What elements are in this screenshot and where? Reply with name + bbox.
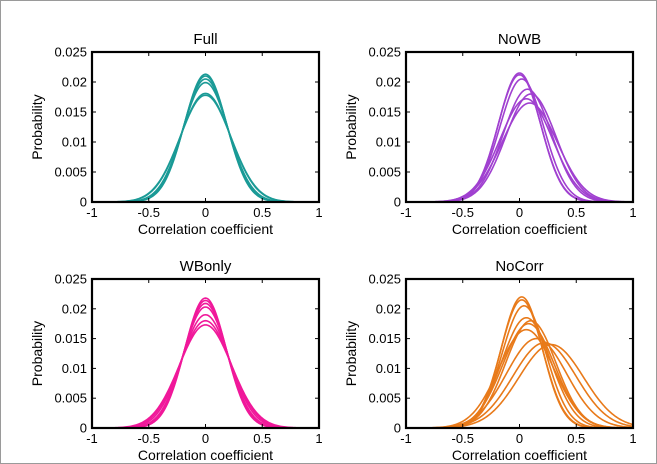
x-tick-label: -1	[86, 205, 98, 220]
series-line-3	[92, 78, 319, 202]
y-tick-label: 0.015	[368, 105, 401, 120]
panel-nocorr	[404, 277, 635, 430]
curves	[92, 73, 319, 202]
y-tick-label: 0.015	[54, 105, 87, 120]
x-tick-label: 0	[516, 205, 523, 220]
x-tick-label: -1	[400, 431, 412, 446]
panel-title: WBonly	[180, 258, 232, 275]
series-line-5	[92, 313, 319, 428]
x-tick-label: 0.5	[253, 205, 271, 220]
y-axis-label: Probability	[343, 94, 359, 159]
axes-box	[90, 277, 321, 430]
y-tick-label: 0	[80, 421, 87, 436]
y-tick-label: 0.01	[62, 135, 87, 150]
series-line-4	[406, 316, 633, 428]
panel-wbonly	[90, 277, 321, 430]
series-line-6	[406, 98, 633, 202]
curves	[406, 72, 633, 202]
x-tick-label: -0.5	[452, 205, 474, 220]
series-line-3	[406, 78, 633, 202]
x-tick-label: -0.5	[138, 205, 160, 220]
y-tick-label: 0.025	[54, 45, 87, 60]
series-line-7	[92, 324, 319, 428]
x-axis-label: Correlation coefficient	[138, 221, 273, 237]
x-tick-label: 0.5	[253, 431, 271, 446]
x-tick-label: -0.5	[452, 431, 474, 446]
y-tick-label: 0.01	[376, 135, 401, 150]
y-tick-label: 0.005	[368, 165, 401, 180]
y-tick-label: 0.005	[54, 391, 87, 406]
x-axis-label: Correlation coefficient	[138, 447, 273, 463]
panel-title: Full	[193, 31, 217, 48]
x-tick-label: 1	[315, 431, 322, 446]
x-axis-label: Correlation coefficient	[452, 447, 587, 463]
y-tick-label: 0.025	[368, 45, 401, 60]
y-tick-label: 0.02	[376, 75, 401, 90]
series-line-1	[406, 72, 633, 202]
y-tick-label: 0	[394, 195, 401, 210]
series-line-7	[406, 328, 633, 428]
x-tick-label: -1	[400, 205, 412, 220]
series-line-8	[406, 337, 633, 428]
y-tick-label: 0.005	[54, 165, 87, 180]
x-tick-label: 0.5	[567, 205, 585, 220]
series-line-6	[92, 319, 319, 428]
y-tick-label: 0.02	[62, 75, 87, 90]
series-line-1	[92, 297, 319, 428]
x-tick-label: 0	[516, 431, 523, 446]
curves	[92, 297, 319, 428]
series-line-5	[406, 319, 633, 428]
series-line-2	[92, 299, 319, 428]
y-tick-label: 0.025	[54, 272, 87, 287]
y-axis-label: Probability	[29, 94, 45, 159]
y-tick-label: 0.015	[54, 331, 87, 346]
series-line-10	[406, 343, 633, 428]
x-axis-label: Correlation coefficient	[452, 221, 587, 237]
y-tick-label: 0.015	[368, 331, 401, 346]
y-tick-label: 0.02	[376, 301, 401, 316]
series-line-9	[406, 341, 633, 428]
series-line-3	[92, 302, 319, 428]
x-tick-label: 1	[315, 205, 322, 220]
y-axis-label: Probability	[29, 321, 45, 386]
y-axis-label: Probability	[343, 321, 359, 386]
series-line-6	[92, 94, 319, 202]
y-tick-label: 0.025	[368, 272, 401, 287]
panel-title: NoCorr	[495, 258, 543, 275]
x-tick-label: 1	[629, 431, 636, 446]
curves	[406, 296, 633, 428]
y-tick-label: 0.005	[368, 391, 401, 406]
x-tick-label: -1	[86, 431, 98, 446]
y-tick-label: 0.02	[62, 301, 87, 316]
y-tick-label: 0.01	[62, 361, 87, 376]
panel-nowb	[404, 50, 635, 204]
series-line-5	[92, 92, 319, 202]
y-tick-label: 0	[394, 421, 401, 436]
y-tick-label: 0	[80, 195, 87, 210]
y-tick-label: 0.01	[376, 361, 401, 376]
x-tick-label: 0.5	[567, 431, 585, 446]
x-tick-label: 0	[202, 205, 209, 220]
x-tick-label: 1	[629, 205, 636, 220]
series-line-7	[406, 102, 633, 202]
x-tick-label: 0	[202, 431, 209, 446]
series-line-4	[92, 81, 319, 202]
series-line-4	[406, 88, 633, 202]
panel-full	[90, 50, 321, 204]
x-tick-label: -0.5	[138, 431, 160, 446]
panel-title: NoWB	[498, 31, 541, 48]
